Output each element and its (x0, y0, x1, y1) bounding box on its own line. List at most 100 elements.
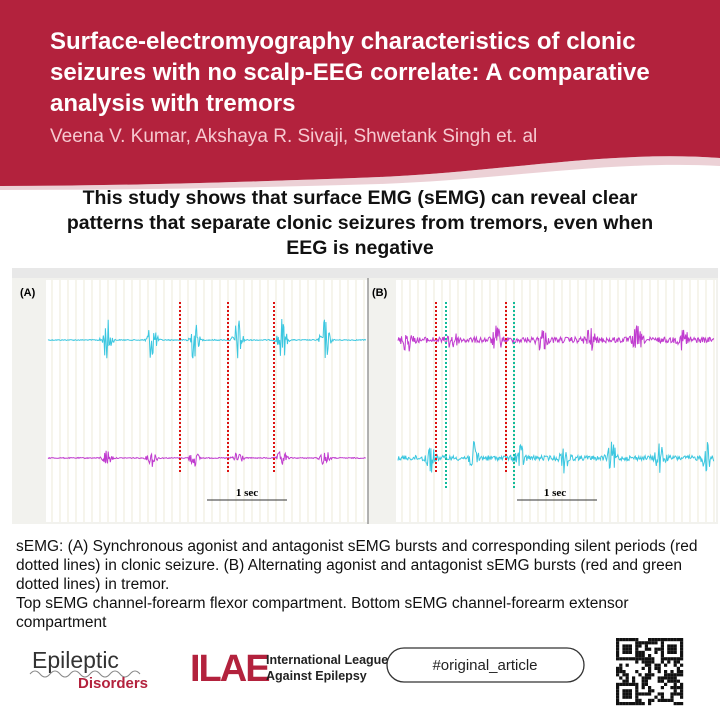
qr-module (616, 689, 620, 693)
qr-module (648, 702, 652, 706)
qr-module (657, 692, 661, 696)
qr-module (616, 673, 620, 677)
qr-module (648, 670, 652, 674)
qr-module (654, 666, 658, 670)
qr-module (654, 695, 658, 699)
qr-module (673, 650, 677, 654)
qr-module (680, 692, 684, 696)
qr-module (654, 647, 658, 651)
qr-module (619, 676, 623, 680)
hashtag: #original_article (432, 657, 537, 674)
qr-module (680, 695, 684, 699)
qr-module (644, 682, 648, 686)
qr-module (625, 679, 629, 683)
qr-module (673, 692, 677, 696)
qr-module (673, 702, 677, 706)
qr-module (635, 702, 639, 706)
qr-module (657, 647, 661, 651)
qr-module (676, 638, 680, 642)
qr-module (638, 673, 642, 677)
qr-module (664, 657, 668, 661)
qr-module (660, 679, 664, 683)
qr-module (622, 657, 626, 661)
qr-module (648, 666, 652, 670)
qr-module (628, 657, 632, 661)
qr-module (641, 686, 645, 690)
qr-module (635, 689, 639, 693)
qr-module (651, 673, 655, 677)
qr-module (625, 682, 629, 686)
qr-module (648, 698, 652, 702)
scale-label: 1 sec (236, 487, 258, 499)
qr-module (628, 650, 632, 654)
qr-module (660, 676, 664, 680)
qr-module (676, 702, 680, 706)
qr-module (648, 692, 652, 696)
qr-module (619, 638, 623, 642)
emg-figure: (A) (B) 1 sec 1 sec (12, 268, 718, 524)
qr-module (638, 641, 642, 645)
qr-module (676, 666, 680, 670)
qr-module (680, 654, 684, 658)
qr-module (673, 647, 677, 651)
qr-module (641, 654, 645, 658)
qr-module (673, 638, 677, 642)
qr-module (660, 638, 664, 642)
qr-module (676, 670, 680, 674)
qr-module (676, 679, 680, 683)
panel-label: (A) (20, 287, 36, 299)
qr-module (641, 650, 645, 654)
qr-module (638, 650, 642, 654)
qr-module (654, 650, 658, 654)
qr-module (670, 657, 674, 661)
qr-module (628, 702, 632, 706)
qr-module (625, 644, 629, 648)
qr-module (628, 692, 632, 696)
qr-module (680, 663, 684, 667)
qr-module (651, 638, 655, 642)
qr-module (673, 660, 677, 664)
qr-module (660, 692, 664, 696)
qr-module (680, 638, 684, 642)
qr-module (622, 673, 626, 677)
qr-module (657, 663, 661, 667)
authors: Veena V. Kumar, Akshaya R. Sivaji, Shwet… (50, 126, 538, 147)
qr-module (644, 647, 648, 651)
qr-module (644, 673, 648, 677)
qr-module (619, 682, 623, 686)
qr-module (619, 663, 623, 667)
qr-module (628, 638, 632, 642)
qr-module (638, 644, 642, 648)
qr-module (667, 660, 671, 664)
qr-module (644, 663, 648, 667)
qr-module (670, 638, 674, 642)
qr-module (670, 673, 674, 677)
qr-module (664, 682, 668, 686)
qr-module (622, 702, 626, 706)
qr-module (667, 650, 671, 654)
qr-module (632, 702, 636, 706)
qr-module (625, 692, 629, 696)
qr-module (667, 638, 671, 642)
qr-module (632, 638, 636, 642)
qr-module (667, 679, 671, 683)
footer: Epileptic Disorders ILAE International L… (29, 638, 684, 706)
qr-module (616, 682, 620, 686)
qr-module (648, 641, 652, 645)
emg-trace (47, 450, 366, 467)
qr-module (657, 676, 661, 680)
qr-module (676, 657, 680, 661)
qr-module (660, 654, 664, 658)
qr-module (628, 689, 632, 693)
qr-module (680, 689, 684, 693)
qr-module (635, 682, 639, 686)
qr-module (651, 698, 655, 702)
qr-module (641, 682, 645, 686)
qr-module (632, 676, 636, 680)
qr-module (632, 657, 636, 661)
qr-module (632, 679, 636, 683)
qr-module (664, 638, 668, 642)
qr-module (667, 657, 671, 661)
qr-module (616, 638, 620, 642)
